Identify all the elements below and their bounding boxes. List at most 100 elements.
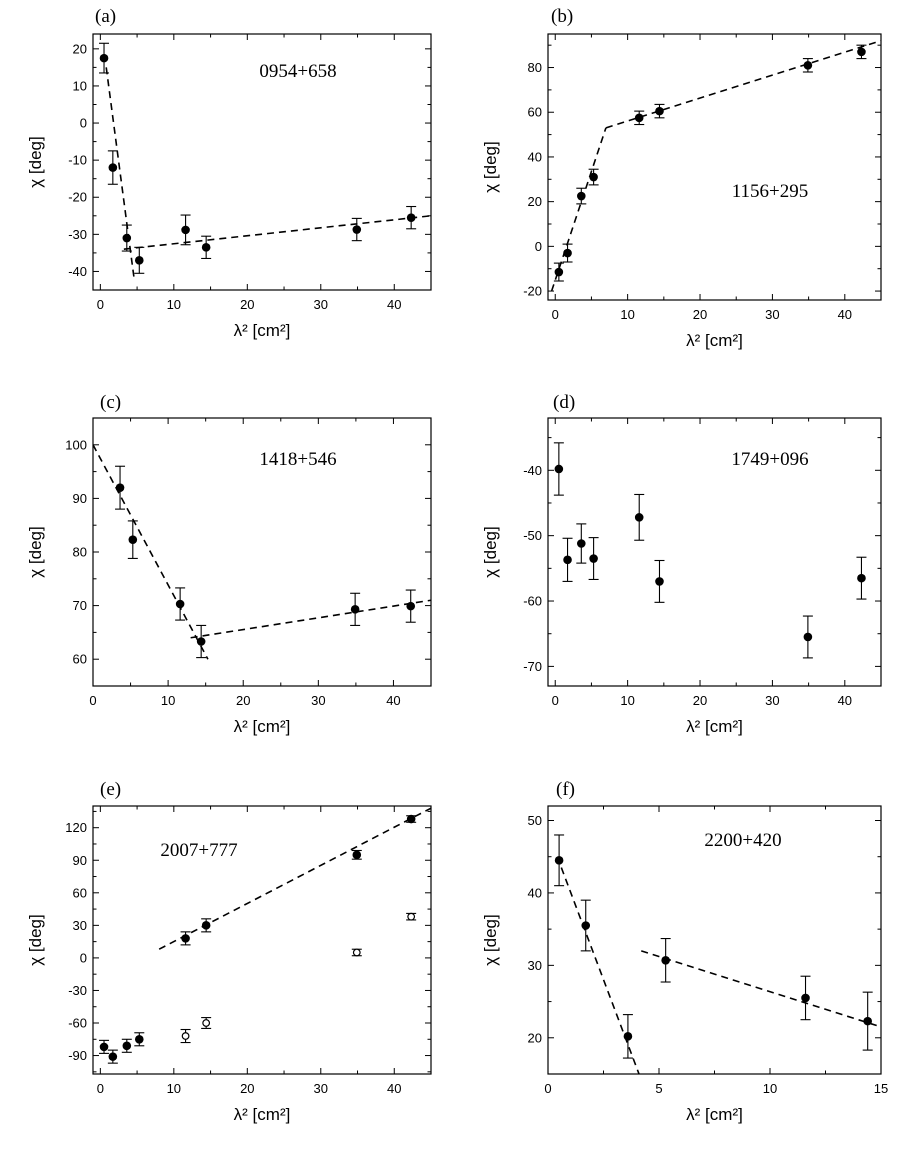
marker-filled bbox=[554, 267, 564, 277]
fit-line bbox=[560, 867, 640, 1074]
data-point bbox=[99, 42, 110, 74]
marker-filled bbox=[563, 555, 572, 565]
data-point bbox=[654, 559, 665, 603]
data-point bbox=[405, 589, 416, 623]
fit-line bbox=[190, 599, 431, 639]
y-tick-label: 30 bbox=[73, 918, 87, 933]
source-label: 1156+295 bbox=[732, 181, 809, 202]
marker-filled bbox=[134, 256, 144, 265]
data-point bbox=[406, 205, 417, 230]
source-label: 1418+546 bbox=[259, 449, 336, 470]
x-tick-label: 0 bbox=[552, 307, 559, 322]
x-tick-label: 20 bbox=[240, 297, 254, 312]
data-point bbox=[180, 1028, 191, 1044]
marker-filled bbox=[803, 60, 813, 70]
y-tick-label: 40 bbox=[528, 885, 542, 900]
y-tick-label: 90 bbox=[73, 853, 87, 868]
marker-open bbox=[202, 1019, 211, 1027]
y-tick-label: -30 bbox=[68, 983, 87, 998]
marker-filled bbox=[122, 1041, 132, 1051]
plot-frame bbox=[92, 33, 432, 291]
marker-filled bbox=[803, 632, 813, 642]
marker-filled bbox=[181, 225, 190, 235]
data-point bbox=[351, 849, 362, 860]
y-axis-label: χ [deg] bbox=[26, 526, 45, 577]
data-point bbox=[588, 168, 599, 186]
data-point bbox=[622, 1014, 633, 1059]
x-axis-label: λ² [cm²] bbox=[234, 321, 291, 340]
data-point bbox=[134, 246, 145, 274]
y-tick-label: 120 bbox=[65, 820, 87, 835]
y-tick-label: -60 bbox=[68, 1016, 87, 1031]
y-tick-label: 10 bbox=[73, 78, 87, 93]
y-tick-label: 20 bbox=[528, 194, 542, 209]
x-tick-label: 30 bbox=[314, 297, 328, 312]
x-tick-label: 30 bbox=[314, 1081, 328, 1096]
y-tick-label: 40 bbox=[528, 149, 542, 164]
fit-line bbox=[640, 950, 881, 1028]
y-tick-label: -50 bbox=[523, 528, 542, 543]
data-point bbox=[660, 938, 671, 983]
y-tick-label: 60 bbox=[73, 885, 87, 900]
marker-filled bbox=[122, 233, 132, 243]
y-tick-label: 100 bbox=[65, 437, 87, 452]
panel-label: (d) bbox=[553, 392, 575, 413]
fit-line bbox=[123, 215, 431, 250]
data-point bbox=[856, 44, 867, 60]
data-point bbox=[121, 1038, 132, 1053]
x-tick-label: 0 bbox=[97, 297, 104, 312]
plot-frame bbox=[92, 805, 432, 1075]
marker-filled bbox=[581, 921, 591, 930]
y-axis-label: χ [deg] bbox=[26, 136, 45, 187]
x-tick-label: 40 bbox=[387, 1081, 401, 1096]
marker-filled bbox=[115, 483, 125, 492]
x-tick-label: 40 bbox=[838, 307, 852, 322]
data-point bbox=[406, 912, 417, 921]
marker-filled bbox=[577, 539, 586, 548]
chart-panel-c: (c) 0 10 20 30 40 60 70 80 90 100 λ² [cm²] χ [deg] 14… bbox=[26, 392, 432, 736]
panel-label: (a) bbox=[95, 6, 116, 27]
y-tick-label: 60 bbox=[73, 652, 87, 667]
data-point bbox=[562, 243, 573, 263]
y-tick-label: -40 bbox=[523, 463, 542, 478]
x-axis-label: λ² [cm²] bbox=[686, 331, 743, 350]
x-tick-label: 30 bbox=[765, 307, 779, 322]
marker-filled bbox=[128, 535, 138, 544]
chart-panel-f: (f) 0 5 10 15 20 30 40 50 λ² [cm²] χ [deg] 2200+420 bbox=[481, 779, 888, 1124]
x-tick-label: 0 bbox=[544, 1081, 551, 1096]
data-point bbox=[107, 150, 118, 185]
marker-filled bbox=[352, 850, 362, 860]
marker-open bbox=[407, 912, 416, 921]
source-label: 0954+658 bbox=[259, 61, 336, 82]
marker-filled bbox=[577, 191, 586, 201]
fit-line bbox=[605, 39, 881, 129]
panel-label: (c) bbox=[100, 392, 121, 413]
marker-filled bbox=[857, 47, 866, 57]
data-point bbox=[562, 537, 573, 582]
data-point bbox=[180, 931, 191, 946]
y-tick-label: 0 bbox=[535, 239, 542, 254]
y-tick-label: 80 bbox=[528, 60, 542, 75]
y-axis-label: χ [deg] bbox=[481, 526, 500, 577]
marker-filled bbox=[589, 172, 598, 182]
marker-filled bbox=[634, 113, 644, 123]
y-axis-label: χ [deg] bbox=[481, 141, 500, 192]
marker-filled bbox=[406, 814, 416, 824]
marker-filled bbox=[563, 248, 572, 258]
x-tick-label: 20 bbox=[693, 693, 707, 708]
fit-line bbox=[158, 807, 431, 950]
data-point bbox=[127, 520, 138, 559]
x-tick-label: 30 bbox=[765, 693, 779, 708]
x-tick-label: 10 bbox=[620, 693, 634, 708]
y-tick-label: 20 bbox=[73, 41, 87, 56]
data-point bbox=[350, 592, 361, 626]
data-point bbox=[862, 991, 873, 1051]
panel-label: (e) bbox=[100, 779, 121, 800]
marker-filled bbox=[99, 53, 109, 63]
marker-filled bbox=[655, 577, 664, 586]
panel-label: (b) bbox=[551, 6, 573, 27]
data-point bbox=[196, 624, 207, 659]
data-point bbox=[580, 899, 591, 952]
data-point bbox=[121, 224, 132, 252]
